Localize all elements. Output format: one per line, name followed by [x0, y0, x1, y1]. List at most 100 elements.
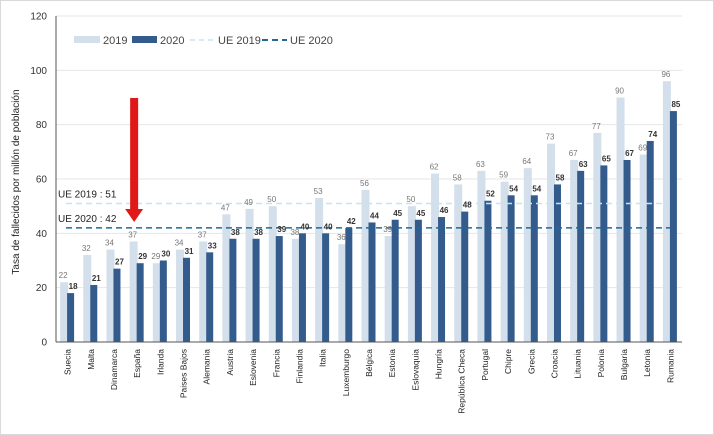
legend-label: 2020 — [160, 35, 184, 47]
data-label-2020: 45 — [393, 209, 402, 218]
bar-2020 — [136, 263, 144, 342]
bar-2020 — [507, 195, 515, 342]
x-tick-label: Dinamarca — [109, 349, 119, 390]
bar-2020 — [646, 140, 654, 342]
y-tick-label: 0 — [41, 338, 47, 349]
data-label-2019: 22 — [59, 271, 68, 280]
bar-2020 — [183, 257, 191, 342]
data-label-2019: 39 — [383, 225, 392, 234]
data-label-2020: 44 — [370, 211, 379, 220]
bar-2019 — [315, 198, 324, 342]
bar-2020 — [391, 219, 399, 342]
data-label-2019: 59 — [499, 171, 508, 180]
legend-label: UE 2020 — [290, 35, 333, 47]
x-tick-label: Letonia — [642, 349, 652, 377]
bar-2020 — [229, 238, 237, 342]
y-tick-label: 60 — [36, 175, 48, 186]
bar-2020 — [206, 252, 214, 342]
data-label-2019: 38 — [290, 228, 299, 237]
bar-2020 — [553, 184, 561, 342]
bar-2020 — [159, 260, 167, 342]
bar-2019 — [361, 189, 370, 342]
data-label-2019: 34 — [175, 239, 184, 248]
bar-2019 — [616, 97, 625, 342]
data-label-2019: 29 — [151, 252, 160, 261]
bar-2019 — [477, 170, 486, 342]
arrow-head — [125, 209, 144, 222]
data-label-2020: 54 — [509, 184, 518, 193]
bar-2019 — [176, 249, 185, 342]
data-label-2019: 73 — [546, 133, 555, 142]
reference-line-label: UE 2020 : 42 — [58, 214, 117, 225]
bar-2020 — [414, 219, 422, 342]
legend-swatch-2019 — [74, 36, 100, 43]
x-tick-label: Francia — [271, 349, 281, 378]
bar-2020 — [322, 233, 330, 342]
data-label-2020: 63 — [579, 160, 588, 169]
data-label-2020: 67 — [625, 149, 634, 158]
y-tick-label: 80 — [36, 120, 48, 131]
y-tick-label: 120 — [30, 12, 47, 23]
data-label-2019: 96 — [661, 70, 670, 79]
data-label-2020: 27 — [115, 258, 124, 267]
data-label-2020: 42 — [347, 217, 356, 226]
bar-2019 — [546, 143, 555, 342]
bar-2020 — [368, 222, 376, 342]
x-tick-label: Bulgaria — [619, 349, 629, 380]
bar-2019 — [199, 241, 208, 342]
x-tick-label: Suecia — [63, 349, 73, 375]
y-tick-label: 40 — [36, 229, 48, 240]
bar-2019 — [662, 81, 671, 342]
bar-2020 — [530, 195, 538, 342]
data-label-2019: 62 — [430, 163, 439, 172]
bar-2020 — [345, 227, 353, 342]
bar-2019 — [593, 132, 602, 342]
data-label-2020: 30 — [161, 250, 170, 259]
data-label-2019: 50 — [406, 195, 415, 204]
data-label-2020: 40 — [300, 222, 309, 231]
data-label-2019: 58 — [453, 173, 462, 182]
data-label-2019: 63 — [476, 160, 485, 169]
data-label-2019: 53 — [314, 187, 323, 196]
bar-2019 — [291, 238, 300, 342]
bar-2019 — [523, 168, 532, 342]
bar-2019 — [570, 159, 579, 342]
data-label-2019: 37 — [198, 230, 207, 239]
x-tick-label: Irlanda — [155, 349, 165, 375]
bar-2020 — [577, 170, 585, 342]
bar-2019 — [384, 236, 393, 342]
data-label-2019: 50 — [267, 195, 276, 204]
data-label-2019: 34 — [105, 239, 114, 248]
x-tick-label: Austria — [225, 349, 235, 376]
bar-2019 — [106, 249, 115, 342]
x-tick-label: República Checa — [457, 349, 467, 414]
bar-2020 — [623, 159, 631, 342]
data-label-2020: 39 — [277, 225, 286, 234]
bar-2019 — [83, 255, 92, 342]
x-tick-label: España — [132, 349, 142, 378]
y-axis-label: Tasa de fallecidos por millón de poblaci… — [11, 89, 22, 274]
data-label-2020: 46 — [440, 206, 449, 215]
bar-2019 — [431, 173, 440, 342]
bar-2019 — [60, 282, 69, 342]
data-label-2020: 38 — [231, 228, 240, 237]
data-label-2020: 40 — [324, 222, 333, 231]
bar-2020 — [298, 233, 306, 342]
bar-2020 — [484, 200, 492, 342]
data-label-2020: 65 — [602, 154, 611, 163]
data-label-2019: 37 — [128, 230, 137, 239]
data-label-2019: 69 — [638, 144, 647, 153]
red-arrow-icon — [125, 98, 144, 222]
bar-2019 — [268, 206, 277, 342]
data-label-2020: 48 — [463, 201, 472, 210]
data-label-2019: 36 — [337, 233, 346, 242]
x-tick-label: Bélgica — [364, 349, 374, 377]
y-tick-label: 100 — [30, 66, 47, 77]
data-label-2020: 45 — [416, 209, 425, 218]
data-label-2019: 32 — [82, 244, 91, 253]
data-label-2020: 31 — [185, 247, 194, 256]
x-tick-label: Luxemburgo — [341, 349, 351, 397]
x-tick-label: Eslovenia — [248, 349, 258, 386]
x-tick-label: Portugal — [480, 349, 490, 381]
data-label-2020: 54 — [532, 184, 541, 193]
